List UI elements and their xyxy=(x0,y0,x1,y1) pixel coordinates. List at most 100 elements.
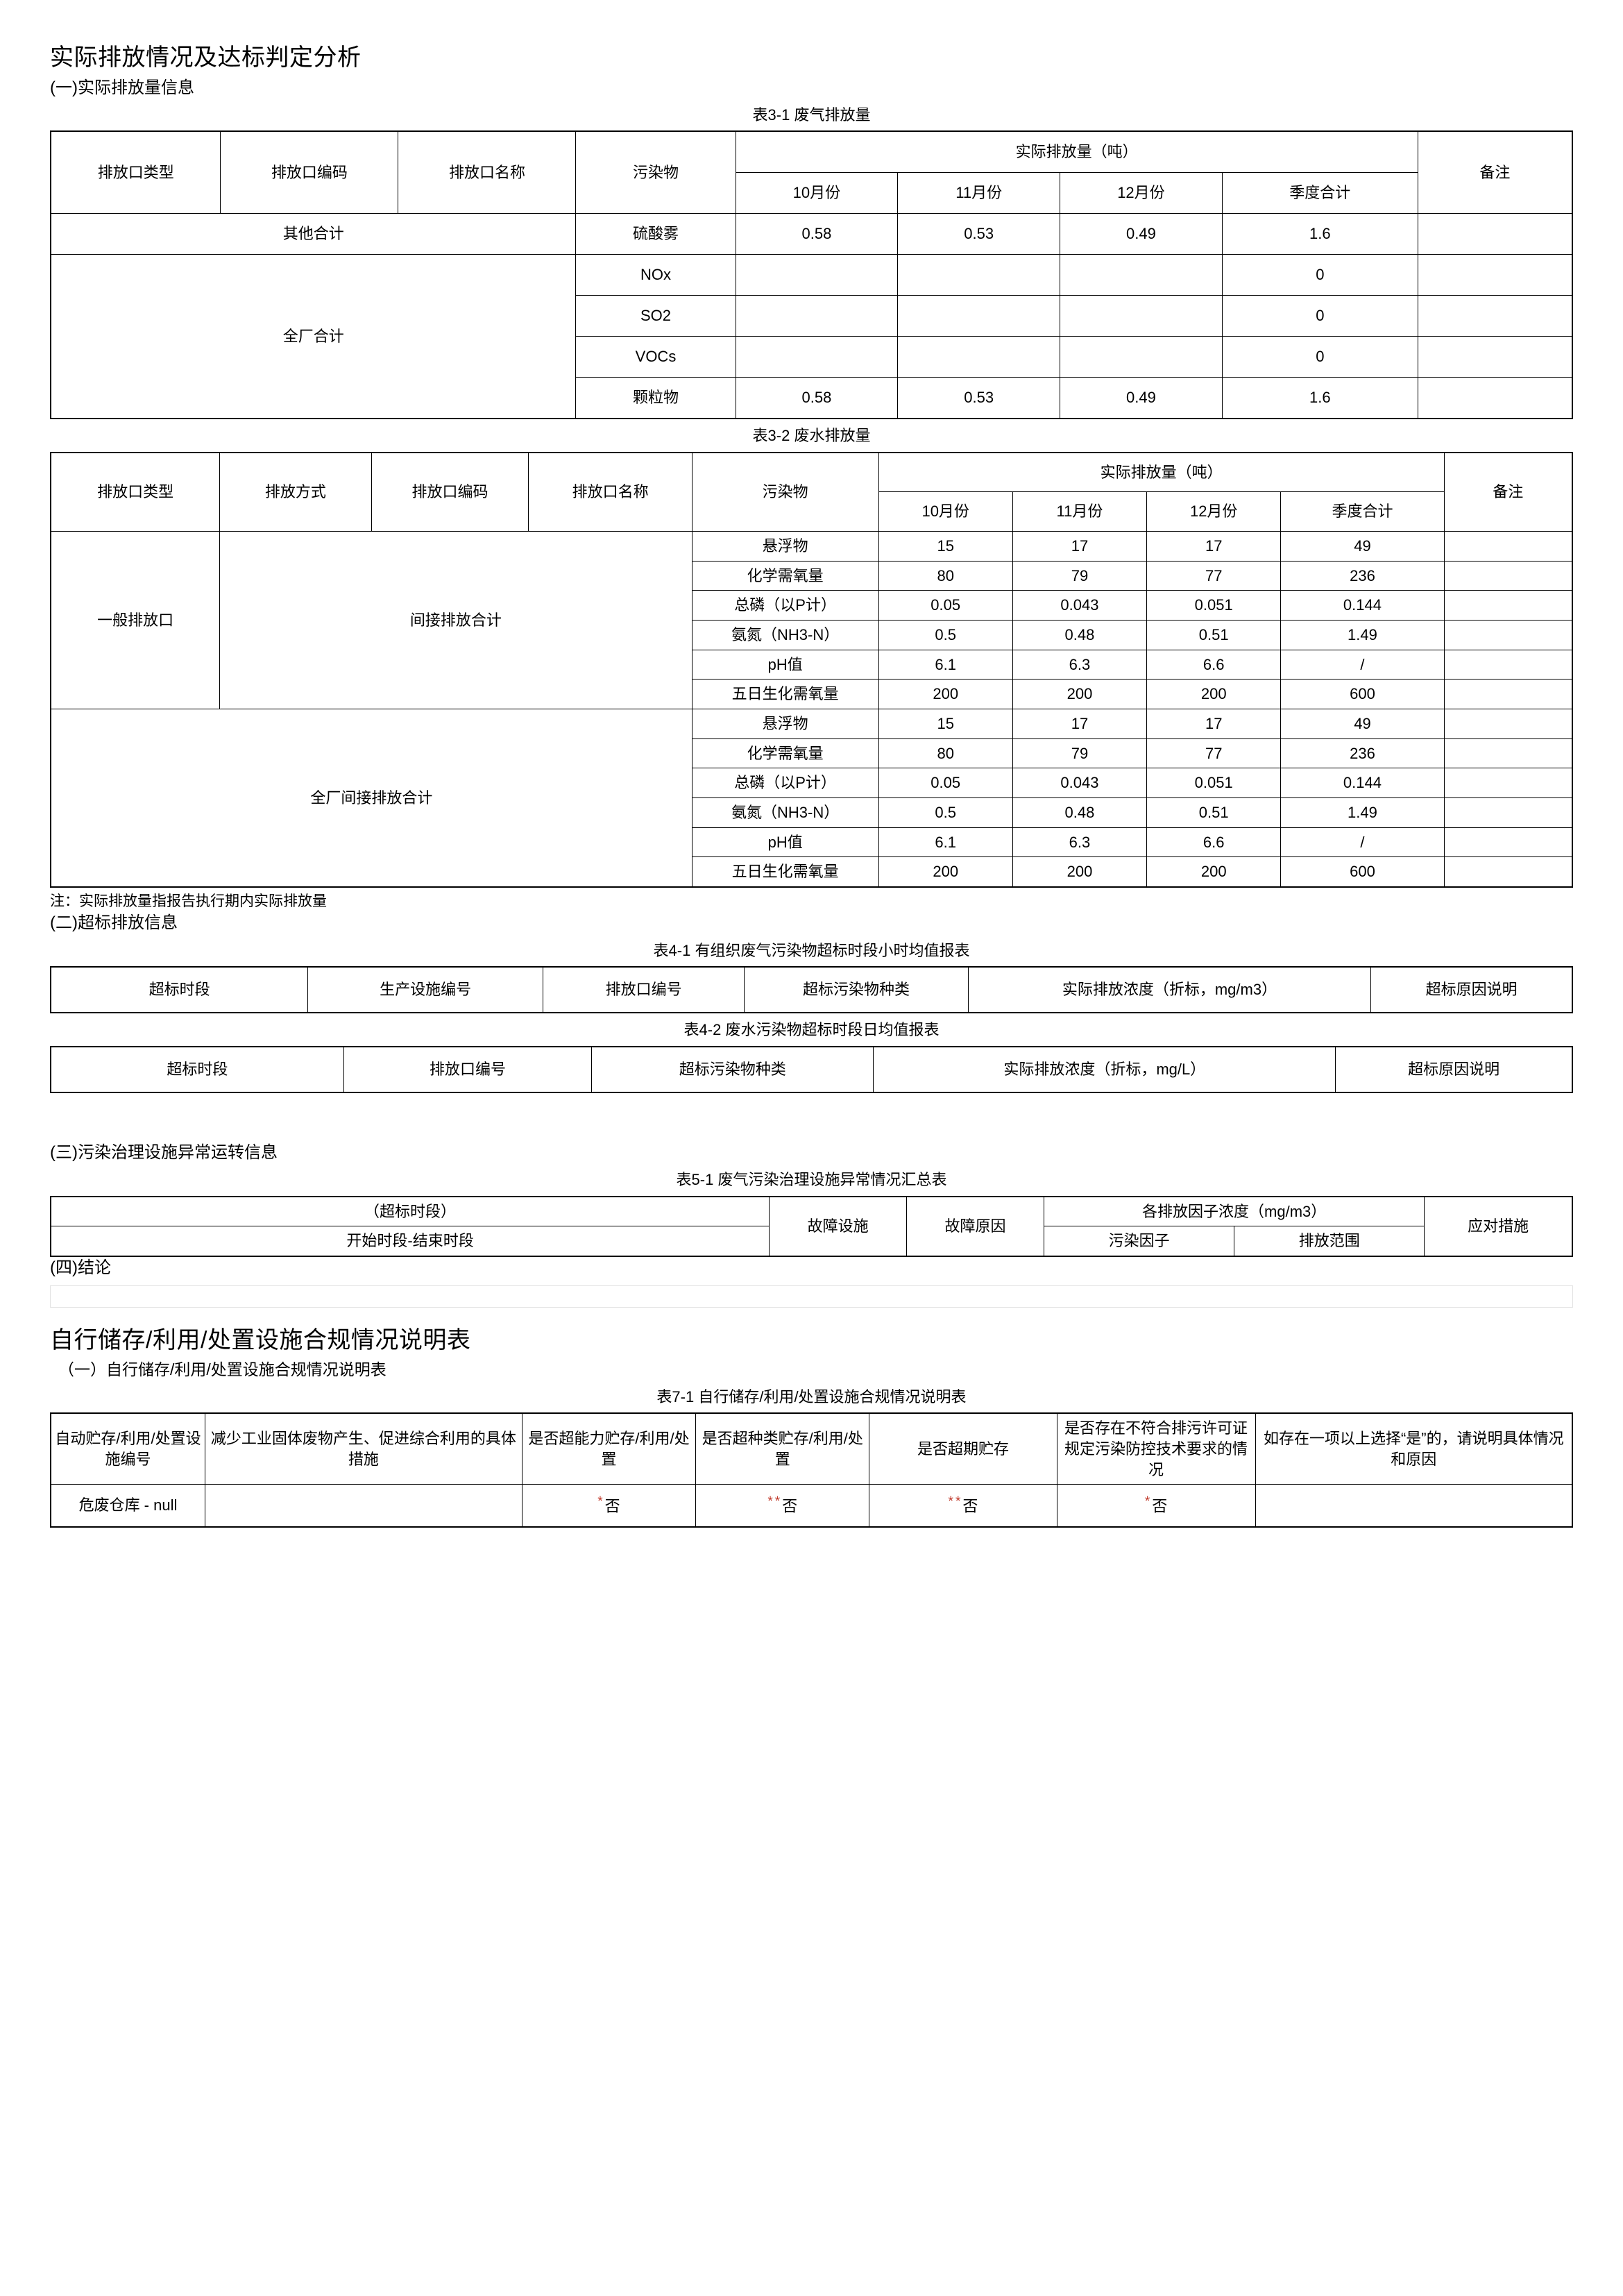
header-remark: 备注 xyxy=(1417,130,1573,214)
cell-remark xyxy=(1417,336,1573,378)
cell-m12: 17 xyxy=(1146,530,1282,562)
header-outlet-code: 排放口编号 xyxy=(343,1046,593,1093)
cell-quarter: 600 xyxy=(1280,679,1445,709)
cell-pollutant: 五日生化需氧量 xyxy=(691,679,879,709)
cell-m10: 0.05 xyxy=(878,590,1013,621)
cell-m11 xyxy=(897,336,1061,378)
table-4-1: 超标时段 生产设施编号 排放口编号 超标污染物种类 实际排放浓度（折标，mg/m… xyxy=(50,966,1573,1014)
header-outlet-code: 排放口编码 xyxy=(220,130,399,214)
header-pollutant: 污染物 xyxy=(575,130,736,214)
cell-facility-code: 危废仓库 - null xyxy=(50,1484,205,1528)
table-4-2-header-row: 超标时段 排放口编号 超标污染物种类 实际排放浓度（折标，mg/L） 超标原因说… xyxy=(50,1046,1573,1093)
header-non-compliance: 是否存在不符合排污许可证规定污染防控技术要求的情况 xyxy=(1056,1412,1256,1485)
cell-pollutant: SO2 xyxy=(575,295,736,337)
cell-over-type: * * 否 xyxy=(695,1484,870,1528)
group-label-plant-indirect-total: 全厂间接排放合计 xyxy=(50,709,692,888)
cell-pollutant: VOCs xyxy=(575,336,736,378)
cell-m12: 6.6 xyxy=(1146,649,1282,680)
cell-quarter: 1.49 xyxy=(1280,619,1445,650)
header-emission-range: 排放范围 xyxy=(1234,1226,1425,1257)
header-exceed-reason: 超标原因说明 xyxy=(1370,966,1573,1013)
table-3-2-header-row-2: 10月份 11月份 12月份 季度合计 xyxy=(51,491,1572,532)
header-outlet-type: 排放口类型 xyxy=(50,130,221,214)
table-row: 其他合计 硫酸雾 0.58 0.53 0.49 1.6 xyxy=(50,213,1573,255)
header-quarter-total: 季度合计 xyxy=(1221,172,1418,214)
cell-pollutant: 硫酸雾 xyxy=(575,213,736,255)
page-title: 实际排放情况及达标判定分析 xyxy=(50,44,362,71)
cell-quarter: 0 xyxy=(1221,254,1418,296)
cell-m11: 79 xyxy=(1012,560,1148,591)
header-remark: 备注 xyxy=(1443,452,1573,532)
table-5-1-header-row-1: （超标时段） 故障设施 故障原因 各排放因子浓度（mg/m3） 应对措施 xyxy=(50,1196,1573,1257)
header-exceed-period-bottom: 开始时段-结束时段 xyxy=(50,1226,770,1257)
cell-m11: 0.043 xyxy=(1012,590,1148,621)
cell-quarter: 0 xyxy=(1221,295,1418,337)
cell-remark xyxy=(1443,679,1573,709)
table-3-1: 排放口类型 排放口编码 排放口名称 污染物 实际排放量（吨） 备注 10月份 1… xyxy=(50,130,1573,420)
cell-m12 xyxy=(1060,295,1223,337)
header-over-capacity: 是否超能力贮存/利用/处置 xyxy=(521,1412,697,1485)
section-heading-2: (二)超标排放信息 xyxy=(50,913,178,933)
cell-quarter: 0.144 xyxy=(1280,768,1445,799)
table-row: 全厂合计 NOx 0 xyxy=(50,254,1573,419)
cell-over-period-value: 否 xyxy=(962,1497,978,1514)
cell-remark xyxy=(1443,827,1573,858)
table-5-1: （超标时段） 故障设施 故障原因 各排放因子浓度（mg/m3） 应对措施 开始时… xyxy=(50,1195,1573,1257)
header-exceed-period: 超标时段 xyxy=(50,1046,344,1093)
header-pollutant: 污染物 xyxy=(691,452,879,532)
cell-m11: 17 xyxy=(1012,709,1148,739)
cell-reduction-measures xyxy=(204,1484,522,1528)
cell-m12: 6.6 xyxy=(1146,827,1282,858)
cell-remark xyxy=(1443,530,1573,562)
cell-over-capacity: * 否 xyxy=(521,1484,697,1528)
cell-m10: 200 xyxy=(878,856,1013,888)
cell-m12: 0.49 xyxy=(1060,213,1223,255)
table-row: 危废仓库 - null * 否 * * 否 * * 否 * 否 xyxy=(50,1484,1573,1528)
header-explanation: 如存在一项以上选择“是”的，请说明具体情况和原因 xyxy=(1255,1412,1573,1485)
cell-m12: 0.51 xyxy=(1146,797,1282,828)
cell-m10: 80 xyxy=(878,738,1013,769)
required-asterisk-icon: * xyxy=(774,1494,781,1509)
cell-m12: 77 xyxy=(1146,738,1282,769)
cell-quarter: 1.49 xyxy=(1280,797,1445,828)
required-asterisk-icon: * xyxy=(955,1494,961,1509)
table-row: 化学需氧量 80 79 77 236 xyxy=(51,738,1573,769)
cell-m10 xyxy=(735,254,899,296)
table-3-1-header-row-1: 排放口类型 排放口编码 排放口名称 污染物 实际排放量（吨） 备注 xyxy=(50,130,1573,214)
section-heading-3: (三)污染治理设施异常运转信息 xyxy=(50,1142,278,1162)
cell-m11: 0.53 xyxy=(897,213,1061,255)
header-production-facility-code: 生产设施编号 xyxy=(307,966,543,1013)
cell-pollutant: 化学需氧量 xyxy=(691,738,879,769)
cell-quarter: 0 xyxy=(1221,336,1418,378)
cell-m11: 200 xyxy=(1012,856,1148,888)
table-4-2-caption: 表4-2 废水污染物超标时段日均值报表 xyxy=(683,1021,940,1039)
table-row: 全厂间接排放合计 悬浮物 15 17 17 49 xyxy=(50,709,1573,888)
cell-remark xyxy=(1443,649,1573,680)
header-exceed-pollutant-type: 超标污染物种类 xyxy=(744,966,969,1013)
cell-m12: 0.49 xyxy=(1060,377,1223,419)
cell-over-capacity-value: 否 xyxy=(604,1497,620,1514)
cell-remark xyxy=(1443,768,1573,799)
cell-remark xyxy=(1417,377,1573,419)
cell-quarter: / xyxy=(1280,827,1445,858)
conclusion-input-box[interactable] xyxy=(50,1285,1573,1308)
cell-m11: 0.48 xyxy=(1012,619,1148,650)
cell-m12: 77 xyxy=(1146,560,1282,591)
table-row: pH值 6.1 6.3 6.6 / xyxy=(51,827,1573,858)
header-quarter-total: 季度合计 xyxy=(1280,491,1445,532)
cell-quarter: 49 xyxy=(1280,530,1445,562)
cell-m11: 17 xyxy=(1012,530,1148,562)
table-row: VOCs 0 xyxy=(51,336,1573,378)
cell-m10: 6.1 xyxy=(878,827,1013,858)
header-exceed-reason: 超标原因说明 xyxy=(1335,1046,1573,1093)
header-outlet-name: 排放口名称 xyxy=(528,452,692,532)
table-7-1: 自动贮存/利用/处置设施编号 减少工业固体废物产生、促进综合利用的具体措施 是否… xyxy=(50,1412,1573,1528)
cell-m10: 0.58 xyxy=(735,377,899,419)
header-exceed-period-top: （超标时段） xyxy=(50,1196,770,1227)
cell-remark xyxy=(1417,254,1573,296)
header-actual-emission: 实际排放量（吨） xyxy=(735,130,1418,174)
cell-pollutant: 氨氮（NH3-N） xyxy=(691,619,879,650)
cell-m10: 0.58 xyxy=(735,213,899,255)
group-outlet-type-general: 一般排放口 xyxy=(50,530,221,710)
